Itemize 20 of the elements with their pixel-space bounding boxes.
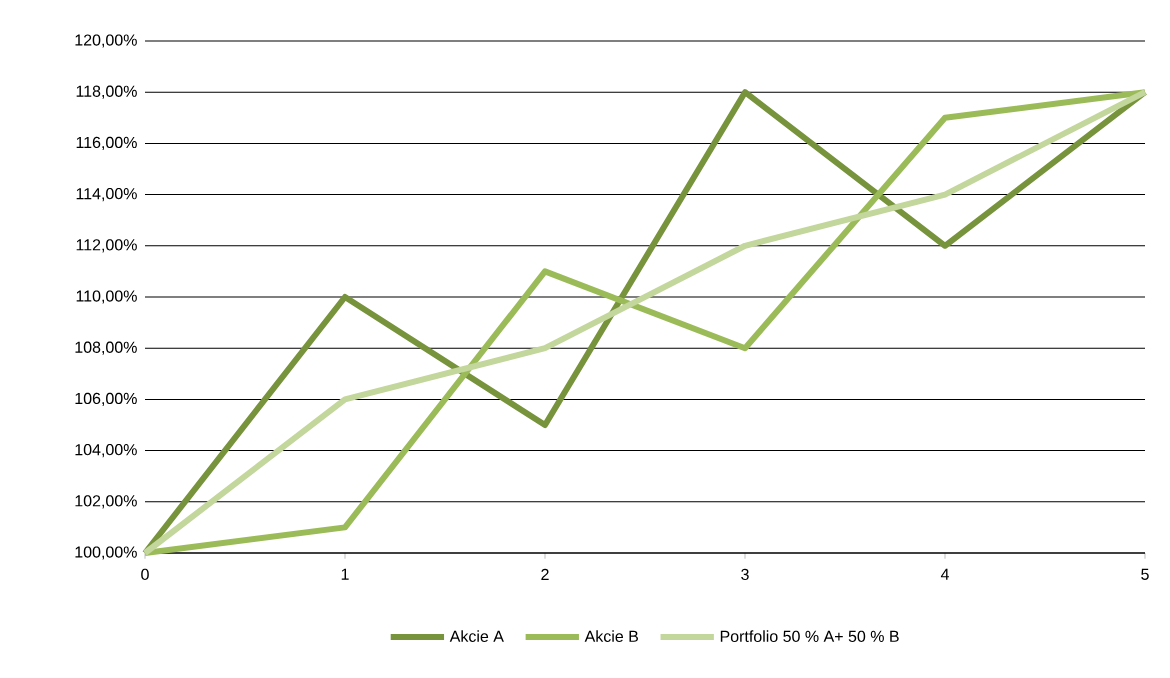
x-tick-label: 4 (940, 568, 949, 580)
y-tick-label: 114,00% (76, 187, 137, 202)
y-tick-label: 108,00% (75, 341, 137, 355)
x-tick-label: 1 (341, 568, 349, 580)
x-tick-label: 0 (141, 568, 149, 581)
y-tick-label: 112,00% (76, 239, 137, 253)
legend-label: Akcie A (449, 630, 504, 643)
y-tick-label: 120,00% (75, 34, 137, 48)
y-tick-label: 104,00% (75, 443, 137, 458)
legend-label: Portfolio 50 % A+ 50 % B (720, 630, 899, 643)
x-tick-label: 5 (1141, 568, 1149, 580)
x-tick-label: 3 (741, 568, 749, 581)
y-tick-label: 102,00% (75, 495, 137, 509)
y-tick-label: 106,00% (75, 392, 137, 407)
y-tick-label: 118,00% (76, 85, 137, 99)
legend-label: Akcie B (584, 630, 638, 643)
y-tick-label: 110,00% (76, 290, 137, 304)
y-tick-label: 116,00% (76, 136, 137, 151)
x-tick-label: 2 (541, 568, 549, 580)
y-tick-label: 100,00% (75, 546, 137, 560)
